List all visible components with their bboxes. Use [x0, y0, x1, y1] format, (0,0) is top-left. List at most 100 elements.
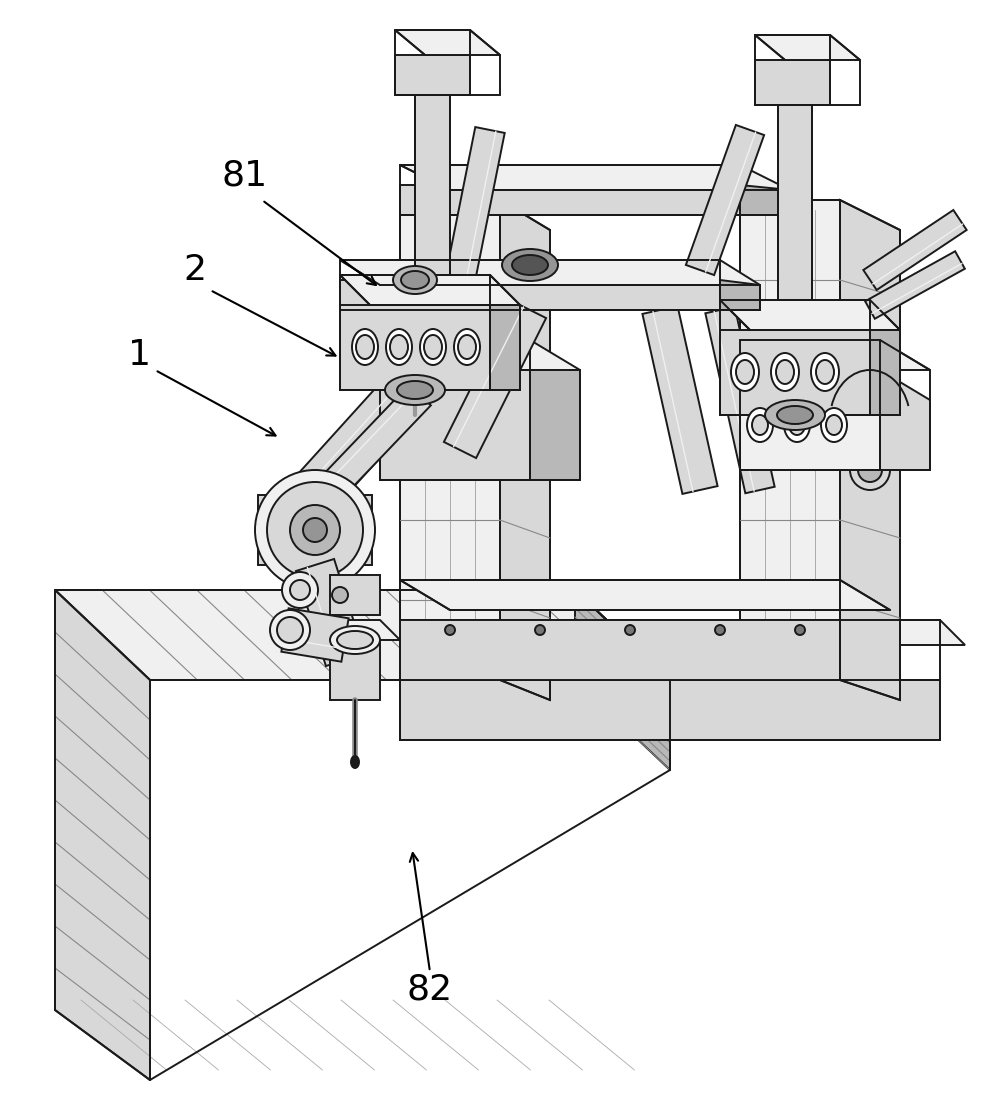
Polygon shape: [55, 590, 150, 1080]
Ellipse shape: [715, 626, 725, 634]
Polygon shape: [530, 370, 580, 480]
Ellipse shape: [385, 375, 445, 405]
Ellipse shape: [390, 335, 408, 359]
Polygon shape: [720, 330, 870, 415]
Ellipse shape: [290, 580, 310, 600]
Ellipse shape: [397, 380, 433, 399]
Polygon shape: [400, 185, 740, 215]
Polygon shape: [490, 305, 520, 391]
Polygon shape: [865, 252, 965, 319]
Polygon shape: [705, 307, 775, 493]
Ellipse shape: [277, 617, 303, 643]
Ellipse shape: [826, 415, 842, 435]
Ellipse shape: [255, 470, 375, 590]
Ellipse shape: [747, 408, 773, 442]
Ellipse shape: [821, 408, 847, 442]
Polygon shape: [330, 640, 380, 700]
Polygon shape: [720, 280, 760, 310]
Ellipse shape: [771, 352, 799, 391]
Ellipse shape: [401, 271, 429, 289]
Ellipse shape: [850, 450, 890, 490]
Ellipse shape: [386, 329, 412, 365]
Polygon shape: [740, 200, 840, 680]
Polygon shape: [400, 620, 965, 645]
Polygon shape: [740, 370, 880, 470]
Ellipse shape: [330, 626, 380, 653]
Polygon shape: [863, 210, 966, 290]
Polygon shape: [400, 164, 790, 190]
Polygon shape: [755, 35, 860, 60]
Polygon shape: [282, 609, 348, 661]
Ellipse shape: [816, 360, 834, 384]
Ellipse shape: [267, 482, 363, 579]
Polygon shape: [296, 560, 364, 666]
Ellipse shape: [303, 518, 327, 542]
Ellipse shape: [512, 255, 548, 275]
Ellipse shape: [777, 406, 813, 424]
Polygon shape: [380, 370, 530, 480]
Ellipse shape: [445, 626, 455, 634]
Ellipse shape: [795, 626, 805, 634]
Ellipse shape: [290, 505, 340, 555]
Polygon shape: [395, 30, 500, 55]
Polygon shape: [400, 620, 840, 680]
Ellipse shape: [535, 626, 545, 634]
Polygon shape: [55, 590, 670, 680]
Ellipse shape: [393, 266, 437, 294]
Polygon shape: [840, 200, 900, 700]
Polygon shape: [686, 125, 764, 275]
Ellipse shape: [458, 335, 476, 359]
Polygon shape: [415, 90, 450, 275]
Ellipse shape: [776, 360, 794, 384]
Polygon shape: [778, 100, 812, 300]
Polygon shape: [340, 280, 720, 310]
Text: 82: 82: [407, 974, 453, 1007]
Ellipse shape: [352, 329, 378, 365]
Ellipse shape: [736, 360, 754, 384]
Text: 1: 1: [129, 338, 151, 372]
Ellipse shape: [270, 610, 310, 650]
Polygon shape: [330, 620, 400, 640]
Ellipse shape: [784, 408, 810, 442]
Polygon shape: [272, 293, 498, 537]
Polygon shape: [740, 185, 790, 215]
Polygon shape: [400, 200, 500, 680]
Ellipse shape: [282, 572, 318, 608]
Polygon shape: [445, 128, 504, 283]
Ellipse shape: [337, 631, 373, 649]
Ellipse shape: [420, 329, 446, 365]
Polygon shape: [380, 340, 580, 370]
Ellipse shape: [811, 352, 839, 391]
Polygon shape: [258, 495, 372, 565]
Ellipse shape: [332, 587, 348, 603]
Ellipse shape: [424, 335, 442, 359]
Polygon shape: [330, 575, 380, 615]
Ellipse shape: [454, 329, 480, 365]
Ellipse shape: [765, 399, 825, 430]
Polygon shape: [299, 385, 431, 520]
Ellipse shape: [351, 756, 359, 768]
Polygon shape: [755, 60, 830, 105]
Ellipse shape: [752, 415, 768, 435]
Polygon shape: [395, 55, 470, 95]
Polygon shape: [880, 370, 930, 470]
Polygon shape: [500, 200, 550, 700]
Ellipse shape: [858, 458, 882, 482]
Polygon shape: [340, 275, 520, 305]
Polygon shape: [340, 260, 760, 285]
Polygon shape: [720, 300, 900, 330]
Polygon shape: [400, 580, 890, 610]
Ellipse shape: [625, 626, 635, 634]
Polygon shape: [443, 302, 546, 458]
Polygon shape: [643, 307, 717, 493]
Polygon shape: [870, 330, 900, 415]
Text: 2: 2: [183, 253, 206, 286]
Polygon shape: [575, 590, 670, 770]
Polygon shape: [740, 340, 930, 370]
Polygon shape: [340, 305, 490, 391]
Ellipse shape: [502, 250, 558, 281]
Ellipse shape: [356, 335, 374, 359]
Polygon shape: [400, 680, 940, 740]
Ellipse shape: [731, 352, 759, 391]
Text: 81: 81: [222, 158, 268, 192]
